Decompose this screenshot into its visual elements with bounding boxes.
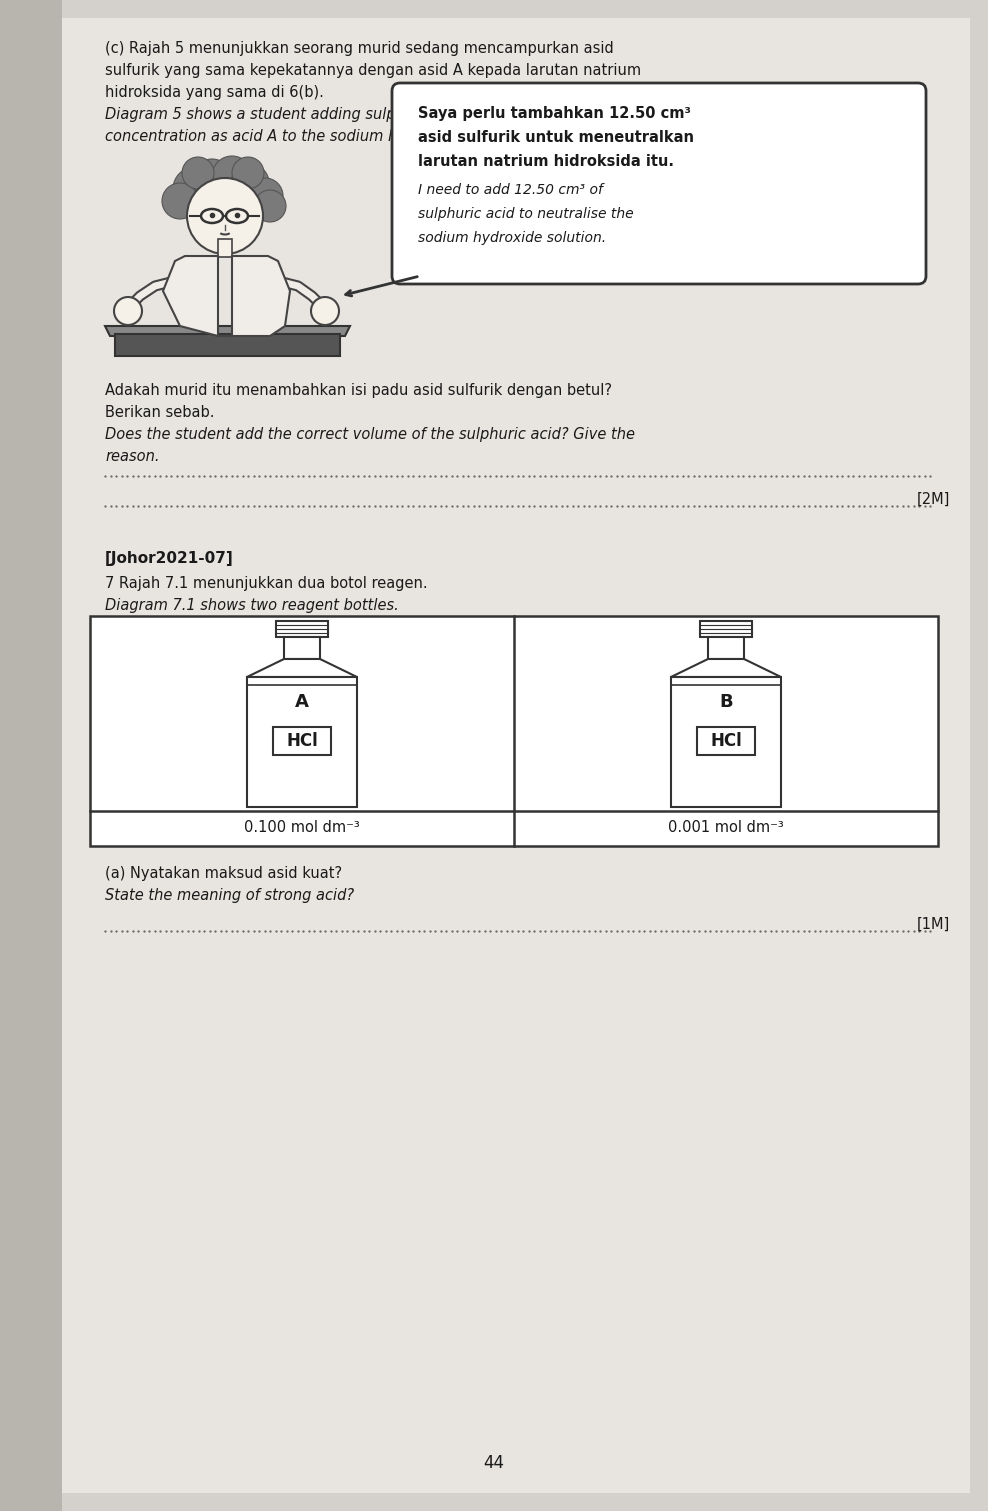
Text: sodium hydroxide solution.: sodium hydroxide solution. (418, 231, 606, 245)
Bar (90, 616, 938, 846)
Text: Diagram 5 shows a student adding sulphuric acid with the same: Diagram 5 shows a student adding sulphur… (105, 107, 576, 122)
Circle shape (162, 183, 198, 219)
Polygon shape (671, 659, 781, 677)
Text: sulfurik yang sama kepekatannya dengan asid A kepada larutan natrium: sulfurik yang sama kepekatannya dengan a… (105, 63, 641, 79)
Text: B: B (719, 694, 733, 712)
Bar (700, 621, 752, 638)
Text: [1M]: [1M] (917, 917, 950, 931)
Text: reason.: reason. (105, 449, 159, 464)
Text: 7 Rajah 7.1 menunjukkan dua botol reagen.: 7 Rajah 7.1 menunjukkan dua botol reagen… (105, 576, 428, 591)
Circle shape (254, 190, 286, 222)
Text: Berikan sebab.: Berikan sebab. (105, 405, 214, 420)
Bar (276, 621, 328, 638)
Circle shape (311, 298, 339, 325)
Bar (247, 677, 357, 807)
Bar (671, 677, 781, 807)
Bar (218, 239, 232, 257)
Text: (a) Nyatakan maksud asid kuat?: (a) Nyatakan maksud asid kuat? (105, 866, 342, 881)
Bar (284, 638, 320, 659)
Text: A: A (295, 694, 309, 712)
Text: concentration as acid A to the sodium hydroxide solution as in 6(b).: concentration as acid A to the sodium hy… (105, 128, 603, 144)
Text: Saya perlu tambahkan 12.50 cm³: Saya perlu tambahkan 12.50 cm³ (418, 106, 691, 121)
Text: 0.001 mol dm⁻³: 0.001 mol dm⁻³ (668, 820, 783, 836)
Text: Diagram 7.1 shows two reagent bottles.: Diagram 7.1 shows two reagent bottles. (105, 598, 399, 613)
Text: 44: 44 (483, 1454, 505, 1472)
Text: State the meaning of strong acid?: State the meaning of strong acid? (105, 888, 354, 904)
Text: Adakah murid itu menambahkan isi padu asid sulfurik dengan betul?: Adakah murid itu menambahkan isi padu as… (105, 382, 612, 397)
Text: [Johor2021-07]: [Johor2021-07] (105, 552, 234, 567)
FancyBboxPatch shape (392, 83, 926, 284)
Circle shape (231, 165, 269, 202)
Text: [2M]: [2M] (917, 491, 950, 506)
Bar (697, 727, 755, 756)
Circle shape (247, 178, 283, 215)
Circle shape (187, 178, 263, 254)
Bar (273, 727, 331, 756)
Text: asid sulfurik untuk meneutralkan: asid sulfurik untuk meneutralkan (418, 130, 694, 145)
Circle shape (232, 157, 264, 189)
Polygon shape (247, 659, 357, 677)
Polygon shape (163, 255, 290, 335)
Text: HCl: HCl (287, 731, 318, 749)
Text: hidroksida yang sama di 6(b).: hidroksida yang sama di 6(b). (105, 85, 324, 100)
Circle shape (182, 157, 214, 189)
Text: Does the student add the correct volume of the sulphuric acid? Give the: Does the student add the correct volume … (105, 428, 635, 443)
Text: 0.100 mol dm⁻³: 0.100 mol dm⁻³ (244, 820, 360, 836)
Bar (0, 0, 62, 1511)
Text: larutan natrium hidroksida itu.: larutan natrium hidroksida itu. (418, 154, 674, 169)
Circle shape (114, 298, 142, 325)
Circle shape (192, 159, 232, 199)
Bar (115, 334, 340, 357)
Text: sulphuric acid to neutralise the: sulphuric acid to neutralise the (418, 207, 633, 221)
Text: I need to add 12.50 cm³ of: I need to add 12.50 cm³ of (418, 183, 603, 196)
Circle shape (212, 156, 252, 196)
Circle shape (173, 168, 217, 212)
Text: (c) Rajah 5 menunjukkan seorang murid sedang mencampurkan asid: (c) Rajah 5 menunjukkan seorang murid se… (105, 41, 614, 56)
Bar (708, 638, 744, 659)
Polygon shape (105, 326, 350, 335)
Text: HCl: HCl (710, 731, 742, 749)
